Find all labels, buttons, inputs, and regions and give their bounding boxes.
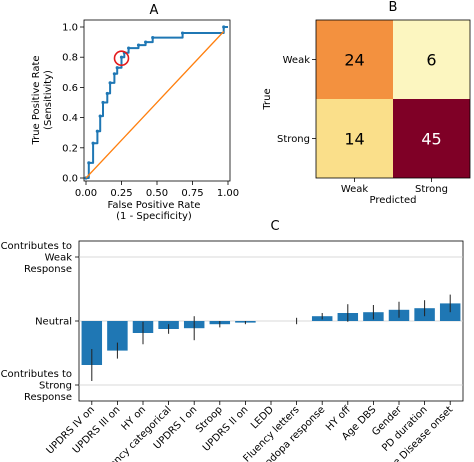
panel-a-y-tick-label: 0.6 — [62, 83, 78, 94]
roc-curve-point — [119, 55, 124, 59]
panel-c-y-tick-label: Response — [24, 264, 72, 275]
confusion-cell — [393, 20, 470, 99]
panel-b-y-axis: Weak Strong — [277, 55, 316, 145]
confusion-cell-value: 24 — [344, 51, 364, 70]
roc-curve-point — [105, 91, 109, 96]
roc-curve-point — [98, 114, 102, 118]
panel-b-x-tick-label: Strong — [415, 184, 448, 195]
roc-curve-point — [115, 66, 119, 70]
panel-a-x-label-secondary: (1 - Specificity) — [116, 211, 192, 222]
contribution-bar — [81, 321, 103, 365]
roc-curve-point — [95, 129, 99, 133]
panel-a-x-tick-label: 0.25 — [110, 188, 132, 199]
roc-curve-line — [86, 26, 228, 179]
panel-a-roc-chart: A 0.0 0.2 0.4 0.6 0.8 1.0 0.00 0.25 0.50 0.75 1.0… — [31, 3, 239, 222]
roc-curve-point — [136, 43, 141, 47]
panel-a-x-tick-label: 0.00 — [75, 188, 97, 199]
panel-c-y-tick-label: Strong — [39, 381, 72, 392]
panel-c-bar-chart: C Contributes toWeakResponseNeutralContr… — [1, 219, 464, 462]
panel-c-title: C — [270, 219, 279, 234]
panel-a-x-label: False Positive Rate — [108, 200, 201, 211]
panel-b-y-tick-label: Weak — [283, 55, 311, 66]
roc-curve-point — [180, 31, 185, 35]
panel-a-y-label: True Positive Rate — [31, 55, 42, 145]
panel-b-frame — [315, 19, 471, 179]
panel-c-y-axis: Contributes toWeakResponseNeutralContrib… — [1, 241, 79, 403]
panel-b-confusion-matrix: B 24 6 14 45 Weak Strong Weak Strong Predicte… — [262, 0, 471, 206]
panel-b-title: B — [389, 0, 398, 15]
panel-a-y-axis: 0.0 0.2 0.4 0.6 0.8 1.0 — [62, 23, 84, 185]
panel-a-x-tick-label: 0.75 — [181, 188, 203, 199]
panel-a-y-tick-label: 1.0 — [62, 23, 78, 34]
panel-c-y-tick-label: Contributes to — [1, 369, 72, 380]
panel-a-y-tick-label: 0.8 — [62, 53, 78, 64]
confusion-cell-value: 14 — [344, 130, 364, 149]
panel-a-x-axis: 0.00 0.25 0.50 0.75 1.00 — [75, 181, 239, 199]
roc-curve-point — [108, 81, 112, 85]
panel-c-y-tick-label: Contributes to — [1, 241, 72, 252]
confusion-cell-value: 45 — [421, 130, 441, 149]
roc-curve-point — [127, 46, 131, 50]
roc-curve-point — [222, 25, 226, 29]
panel-a-x-tick-label: 0.50 — [146, 188, 168, 199]
panel-c-y-tick-label: Neutral — [35, 317, 72, 328]
roc-curve-point — [101, 100, 105, 105]
panel-c-y-tick-label: Weak — [45, 253, 73, 264]
confusion-cell — [316, 20, 393, 99]
panel-a-y-tick-label: 0.0 — [62, 174, 78, 185]
panel-b-cells: 24 6 14 45 — [316, 20, 470, 178]
roc-curve-point — [144, 40, 148, 44]
confusion-cell — [316, 99, 393, 178]
panel-b-x-tick-label: Weak — [341, 184, 369, 195]
panel-a-x-tick-label: 1.00 — [217, 188, 239, 199]
roc-curve-point — [112, 72, 116, 76]
confusion-cell — [393, 99, 470, 178]
panel-b-x-axis: Weak Strong — [341, 178, 448, 195]
panel-b-y-label: True — [262, 88, 273, 110]
chance-diagonal-line — [85, 31, 225, 179]
roc-curve-point — [91, 141, 95, 145]
confusion-cell-value: 6 — [426, 51, 436, 70]
panel-b-y-tick-label: Strong — [277, 134, 310, 145]
panel-b-x-label: Predicted — [370, 195, 417, 206]
roc-curve-point — [87, 161, 91, 165]
panel-a-y-label-secondary: (Sensitivity) — [43, 70, 54, 130]
roc-optimal-point-marker — [113, 50, 130, 67]
panel-a-series — [84, 25, 228, 180]
panel-c-bars — [81, 294, 461, 381]
roc-curve-point — [151, 35, 155, 40]
panel-a-y-tick-label: 0.4 — [62, 113, 78, 124]
panel-a-y-tick-label: 0.2 — [62, 143, 78, 154]
panel-a-title: A — [150, 3, 159, 18]
contribution-bar — [107, 321, 128, 351]
panel-c-y-tick-label: Response — [24, 392, 72, 403]
